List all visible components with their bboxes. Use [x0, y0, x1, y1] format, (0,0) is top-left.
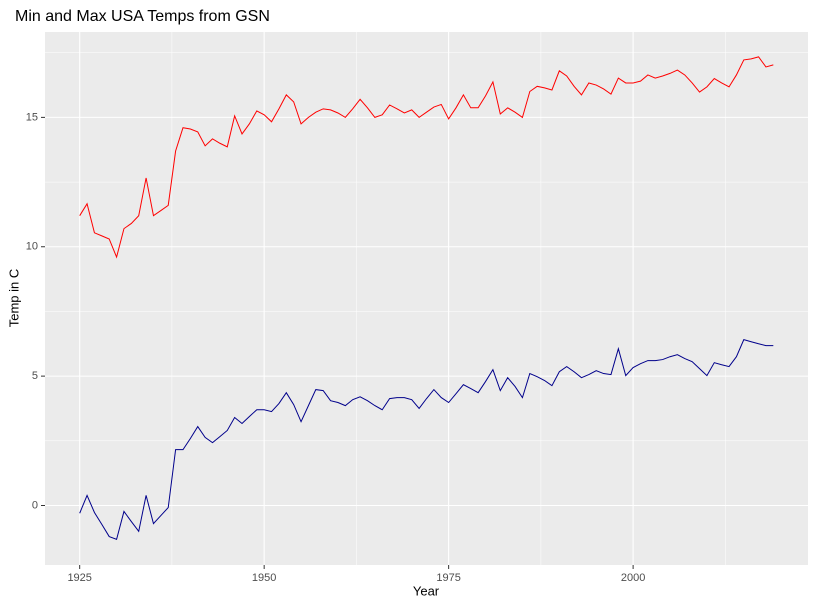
x-tick-label: 2000 [621, 572, 645, 584]
data-line [79, 56, 774, 259]
x-tick-label: 1975 [436, 572, 460, 584]
data-line [79, 339, 774, 541]
y-tick-label: 5 [32, 370, 38, 382]
y-tick-label: 0 [32, 499, 38, 511]
y-axis-label: Temp in C [6, 269, 21, 328]
x-tick-label: 1950 [252, 572, 276, 584]
y-tick-label: 15 [26, 111, 38, 123]
x-tick-label: 1925 [67, 572, 91, 584]
x-axis-label: Year [413, 583, 440, 598]
chart-title: Min and Max USA Temps from GSN [15, 8, 270, 25]
y-tick-label: 10 [26, 241, 38, 253]
